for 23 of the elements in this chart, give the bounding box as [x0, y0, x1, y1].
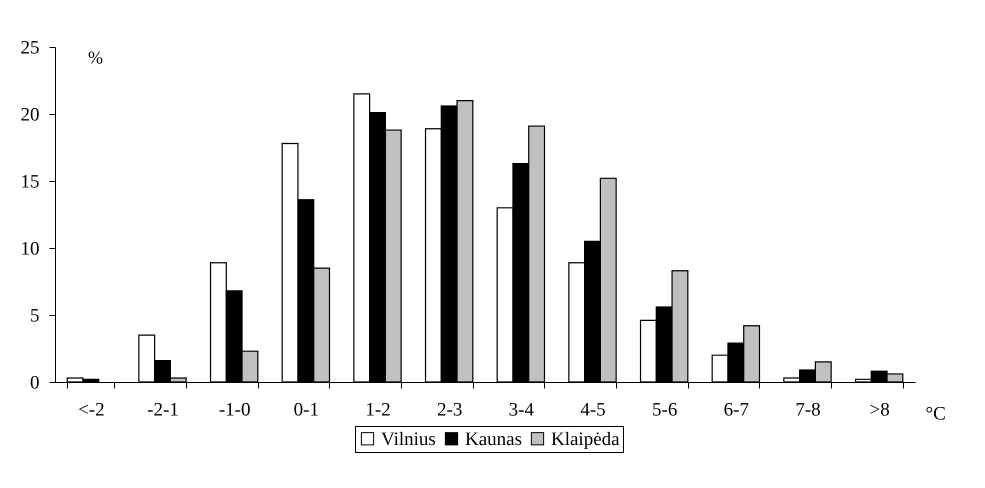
x-axis-title: °C [926, 404, 946, 424]
x-tick-label: 0-1 [294, 400, 319, 420]
y-axis-title: % [88, 48, 103, 68]
y-tick-label: 5 [30, 306, 40, 326]
x-tick-label: <-2 [78, 400, 105, 420]
x-tick-label: 4-5 [580, 400, 606, 420]
x-tick-label: -2-1 [147, 400, 179, 420]
legend-label: Kaunas [465, 428, 522, 450]
y-tick-label: 0 [30, 372, 40, 394]
x-tick-label: 5-6 [652, 400, 678, 420]
x-tick-label: >8 [870, 400, 890, 420]
x-tick-label: 2-3 [437, 400, 462, 420]
legend-label: Vilnius [381, 428, 436, 450]
x-tick-label: 3-4 [508, 400, 534, 420]
legend-label: Klaipėda [551, 428, 620, 450]
x-tick-label: 6-7 [724, 400, 749, 420]
y-tick-label: 20 [20, 104, 40, 126]
y-tick-label: 25 [20, 38, 40, 58]
y-tick-label: 15 [20, 172, 40, 192]
y-tick-label: 10 [20, 238, 40, 260]
x-tick-label: 7-8 [795, 400, 821, 420]
x-tick-label: 1-2 [365, 400, 391, 420]
x-tick-label: -1-0 [218, 400, 250, 420]
